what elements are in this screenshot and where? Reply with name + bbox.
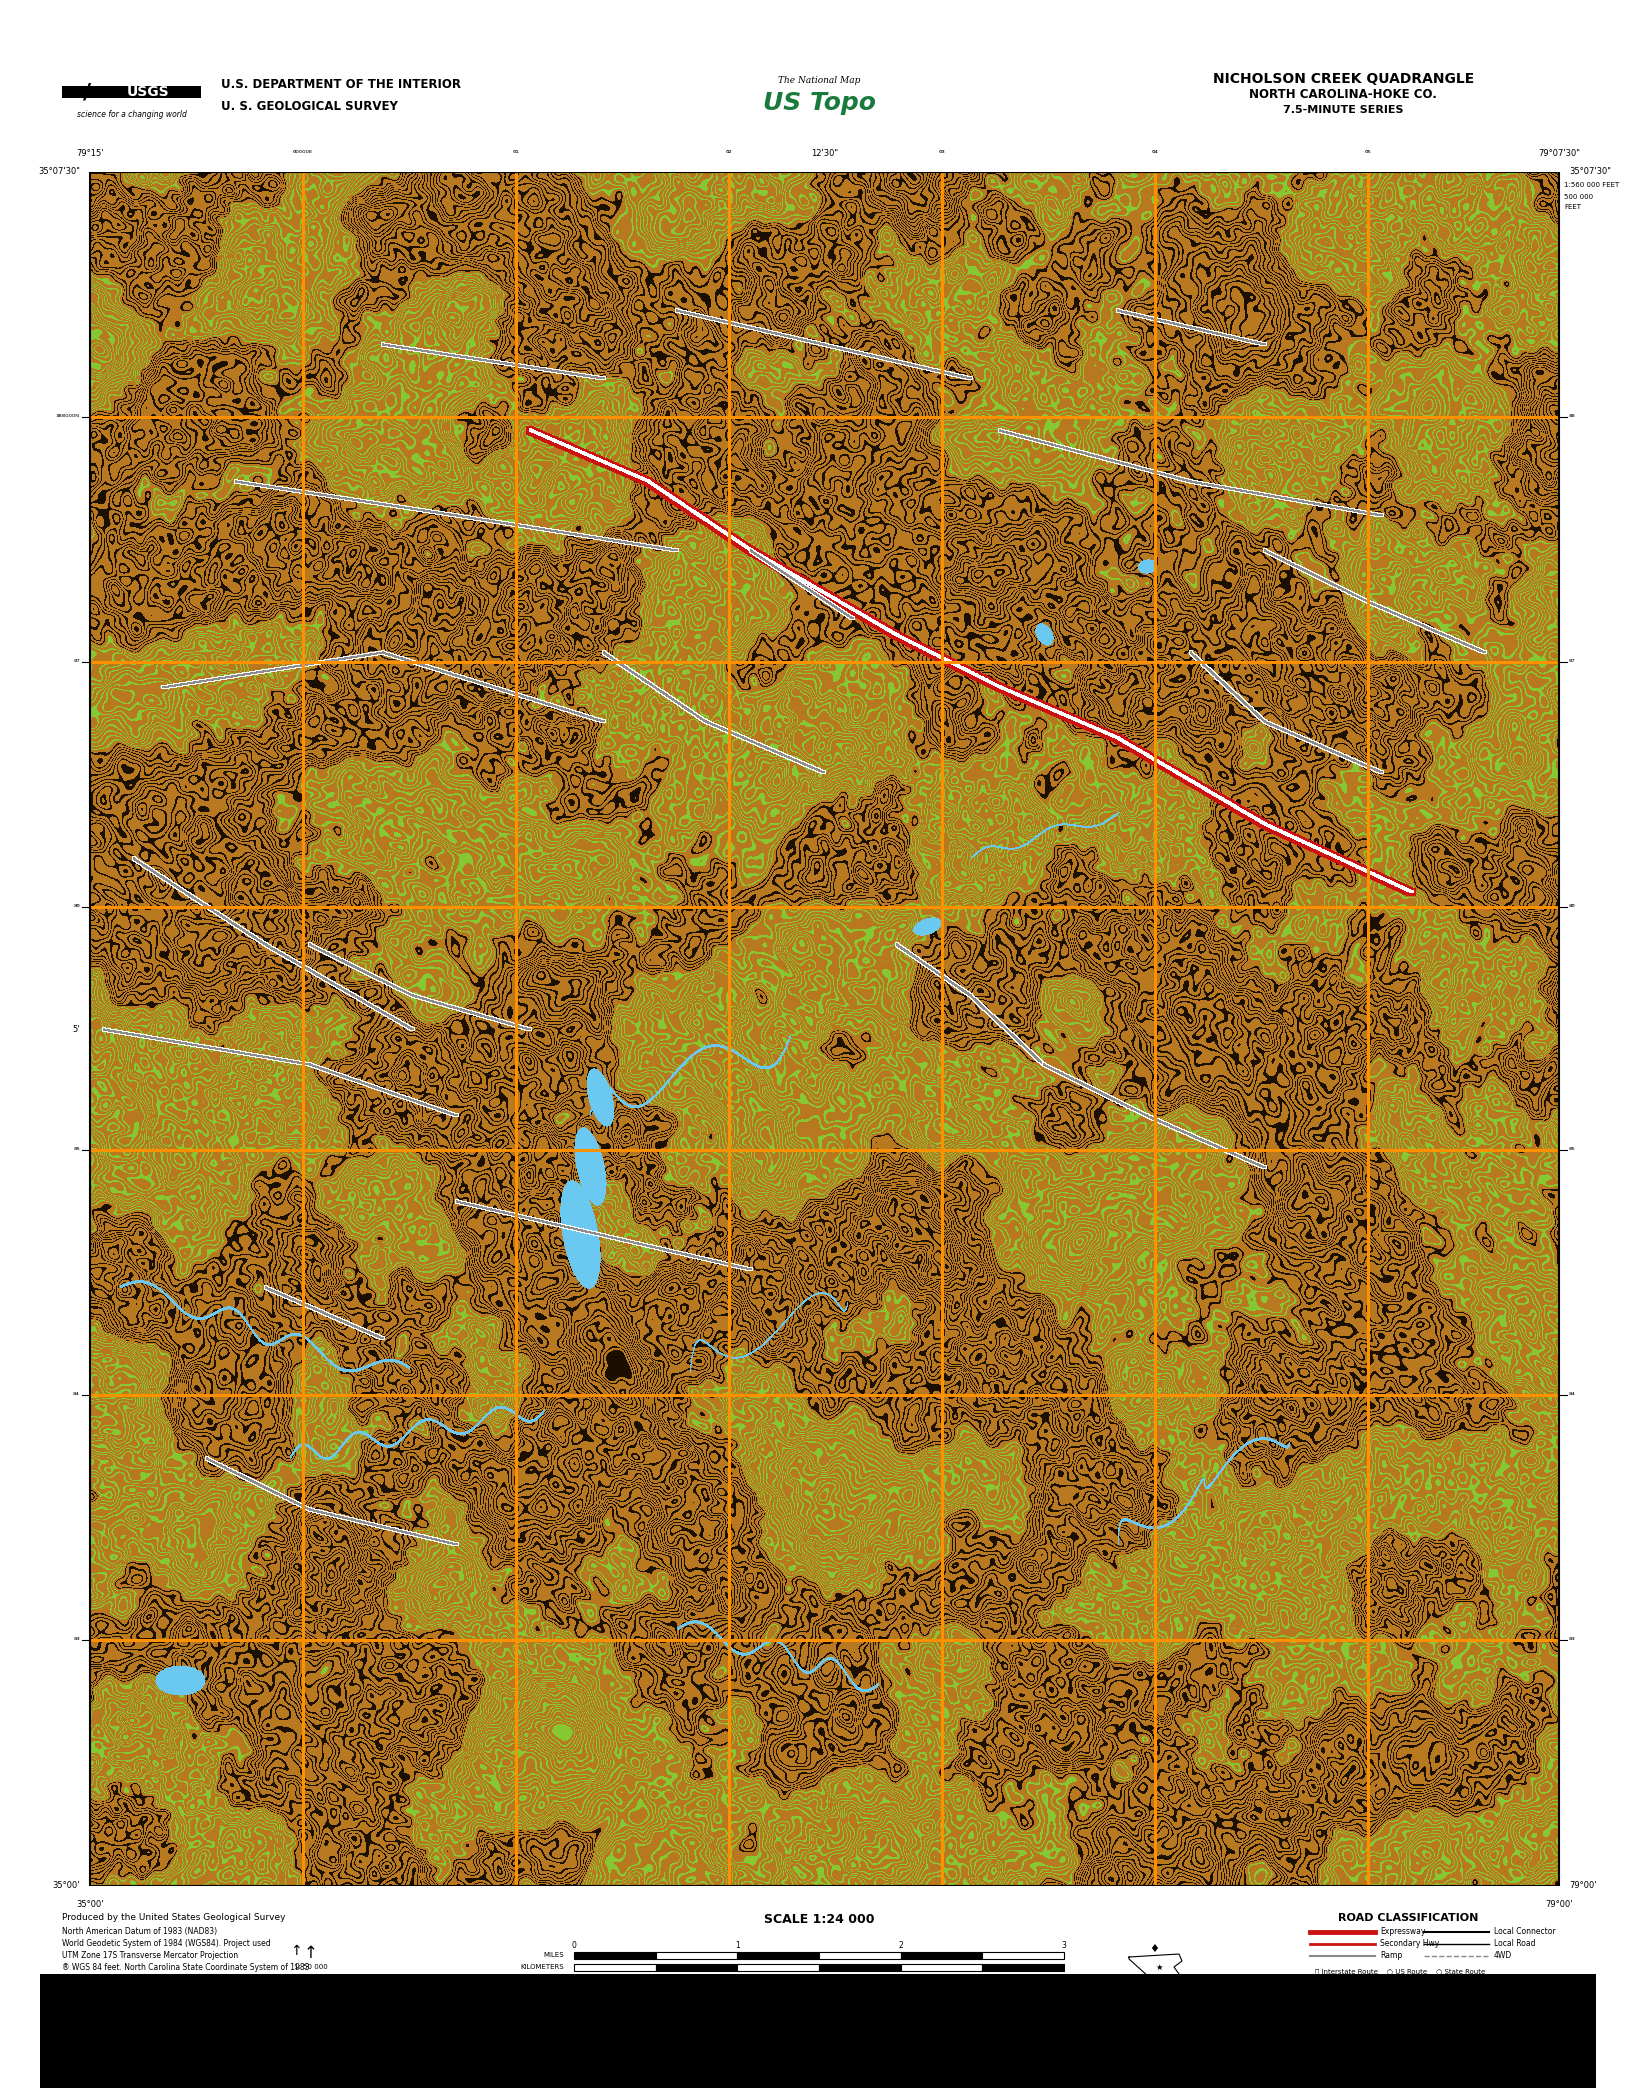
Bar <box>983 1965 1065 1971</box>
Text: US Topo: US Topo <box>763 90 875 115</box>
Text: 79°00': 79°00' <box>1545 1900 1572 1908</box>
Text: ⁸⁷: ⁸⁷ <box>1569 658 1576 666</box>
Text: 1: 1 <box>735 1942 740 1950</box>
Text: NORTH CAROLINA-HOKE CO.: NORTH CAROLINA-HOKE CO. <box>1250 88 1437 100</box>
Text: 79°07'30": 79°07'30" <box>1538 148 1581 159</box>
Text: ⁶³: ⁶³ <box>939 148 945 159</box>
Bar <box>737 1952 819 1959</box>
Bar <box>0 171 90 1885</box>
Bar <box>573 1965 655 1971</box>
Text: World Geodetic System of 1984 (WGS84). Project used: World Geodetic System of 1984 (WGS84). P… <box>62 1940 270 1948</box>
Text: 🔵 Interstate Route    ○ US Route    ○ State Route: 🔵 Interstate Route ○ US Route ○ State Ro… <box>1315 1969 1486 1975</box>
Text: ⁶⁰⁰⁰⁰ᴱ: ⁶⁰⁰⁰⁰ᴱ <box>293 148 313 159</box>
Text: 0: 0 <box>572 1942 577 1950</box>
Text: ⁸⁴: ⁸⁴ <box>1569 1391 1576 1401</box>
Bar <box>819 1952 901 1959</box>
Text: ⁸³: ⁸³ <box>74 1637 80 1645</box>
Bar <box>0 1885 1638 2088</box>
Text: UTM Zone 17S Transverse Mercator Projection: UTM Zone 17S Transverse Mercator Project… <box>62 1950 238 1961</box>
Text: 79°00': 79°00' <box>1569 1881 1597 1890</box>
Text: SCALE 1:24 000: SCALE 1:24 000 <box>763 1913 875 1925</box>
Bar <box>983 1952 1065 1959</box>
Text: ⁶¹: ⁶¹ <box>513 148 519 159</box>
Text: North American Datum of 1983 (NAD83): North American Datum of 1983 (NAD83) <box>62 1927 218 1936</box>
Text: ⁸⁵: ⁸⁵ <box>1569 1146 1576 1155</box>
Bar <box>62 86 201 98</box>
Text: Expressway: Expressway <box>1379 1927 1425 1936</box>
Text: ⁸⁶: ⁸⁶ <box>1569 902 1576 912</box>
Text: U. S. GEOLOGICAL SURVEY: U. S. GEOLOGICAL SURVEY <box>221 100 398 113</box>
Text: Ramp: Ramp <box>1379 1952 1402 1961</box>
Text: NICHOLSON CREEK QUADRANGLE: NICHOLSON CREEK QUADRANGLE <box>1212 71 1474 86</box>
Text: 35°00': 35°00' <box>77 1900 103 1908</box>
Text: U.S. DEPARTMENT OF THE INTERIOR: U.S. DEPARTMENT OF THE INTERIOR <box>221 77 460 92</box>
Text: ROAD CLASSIFICATION: ROAD CLASSIFICATION <box>1338 1913 1477 1923</box>
Text: 5': 5' <box>72 1025 80 1034</box>
Text: Secondary Hwy: Secondary Hwy <box>1379 1940 1440 1948</box>
Text: Local Road: Local Road <box>1494 1940 1535 1948</box>
Bar <box>655 1952 737 1959</box>
Text: 7.5-MINUTE SERIES: 7.5-MINUTE SERIES <box>1283 104 1404 115</box>
Text: ⁸⁵: ⁸⁵ <box>74 1146 80 1155</box>
Text: ♦: ♦ <box>1148 1944 1160 1954</box>
Text: 79°15': 79°15' <box>77 148 103 159</box>
Bar <box>655 1965 737 1971</box>
Text: ⁸³: ⁸³ <box>1569 1637 1576 1645</box>
Text: 35°07'30": 35°07'30" <box>38 167 80 177</box>
Text: ⁸⁷: ⁸⁷ <box>74 658 80 666</box>
Text: science for a changing world: science for a changing world <box>77 111 187 119</box>
Bar <box>819 1965 901 1971</box>
Text: ⁶⁴: ⁶⁴ <box>1152 148 1158 159</box>
Text: Produced by the United States Geological Survey: Produced by the United States Geological… <box>62 1913 285 1921</box>
Text: ↑: ↑ <box>305 1944 318 1963</box>
Text: 35°07'30": 35°07'30" <box>1569 167 1612 177</box>
Text: /: / <box>84 81 92 102</box>
Bar <box>1559 171 1638 1885</box>
Text: ★: ★ <box>1155 1963 1163 1971</box>
Text: The National Map: The National Map <box>778 75 860 86</box>
Text: 12'30": 12'30" <box>811 148 839 159</box>
Text: 500 000: 500 000 <box>1564 194 1594 200</box>
Bar <box>737 1965 819 1971</box>
Text: ⁶⁵: ⁶⁵ <box>1364 148 1371 159</box>
Text: 1:560 000 FEET: 1:560 000 FEET <box>1564 182 1620 188</box>
Text: 3: 3 <box>1061 1942 1066 1950</box>
Bar <box>0 0 1638 171</box>
Text: USGS: USGS <box>126 86 169 100</box>
Text: ⁸⁴: ⁸⁴ <box>74 1391 80 1401</box>
Bar <box>90 171 1559 1885</box>
Text: KILOMETERS: KILOMETERS <box>521 1965 563 1969</box>
Text: FEET: FEET <box>1564 205 1581 211</box>
Text: 2: 2 <box>898 1942 903 1950</box>
Bar <box>901 1952 983 1959</box>
Bar <box>39 1973 1595 2088</box>
Text: ³⁸⁸⁰⁰⁰ᴺ: ³⁸⁸⁰⁰⁰ᴺ <box>56 413 80 422</box>
Text: ↑: ↑ <box>290 1944 301 1959</box>
Text: Local Connector: Local Connector <box>1494 1927 1556 1936</box>
Text: 35°00': 35°00' <box>52 1881 80 1890</box>
Text: 4WD: 4WD <box>1494 1952 1512 1961</box>
Text: ⁸⁸: ⁸⁸ <box>1569 413 1576 422</box>
Bar <box>573 1952 655 1959</box>
Text: ⁶²: ⁶² <box>726 148 732 159</box>
Text: MILES: MILES <box>544 1952 563 1959</box>
Bar <box>901 1965 983 1971</box>
Text: ⁸⁶: ⁸⁶ <box>74 902 80 912</box>
Text: 1: 50 000: 1: 50 000 <box>295 1965 328 1969</box>
Text: ® WGS 84 feet. North Carolina State Coordinate System of 1983: ® WGS 84 feet. North Carolina State Coor… <box>62 1963 310 1971</box>
